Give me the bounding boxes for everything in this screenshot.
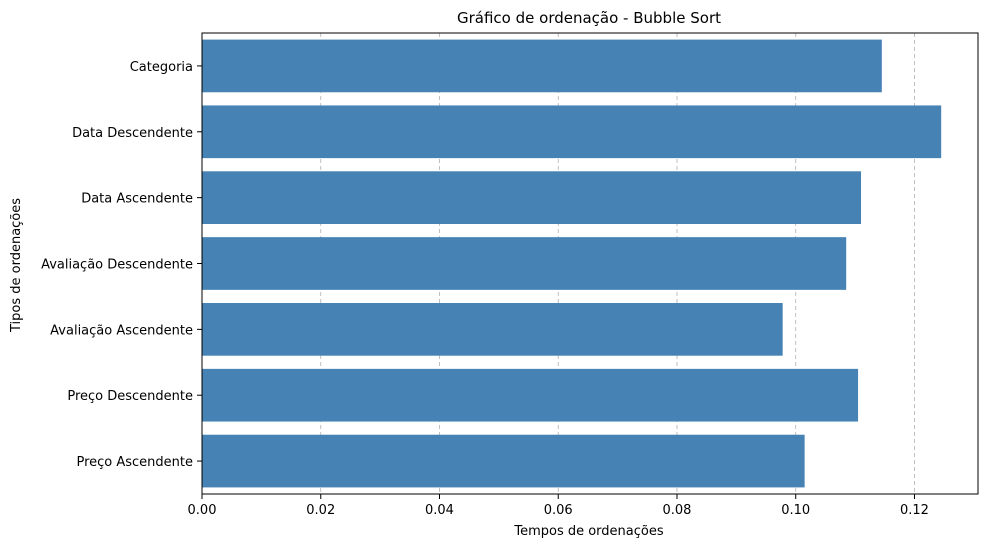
y-tick-label: Preço Ascendente	[76, 455, 193, 470]
bar	[202, 434, 805, 488]
y-tick-label: Data Descendente	[72, 126, 193, 141]
x-tick-label: 0.00	[188, 503, 217, 518]
x-tick-label: 0.12	[900, 503, 929, 518]
y-tick-label: Categoria	[130, 60, 193, 75]
bars	[202, 39, 942, 488]
x-tick-label: 0.10	[781, 503, 810, 518]
bar	[202, 237, 847, 290]
y-tick-label: Data Ascendente	[81, 192, 193, 207]
bar	[202, 303, 783, 356]
x-tick-label: 0.02	[306, 503, 335, 518]
y-axis-label: Tipos de ordenações	[9, 198, 24, 333]
x-tick-label: 0.06	[544, 503, 573, 518]
y-tick-label: Avaliação Ascendente	[50, 323, 193, 338]
x-tick-label: 0.08	[663, 503, 692, 518]
x-axis-label: Tempos de ordenações	[513, 524, 664, 539]
y-tick-label: Preço Descendente	[67, 389, 193, 404]
bar	[202, 105, 942, 159]
x-axis-ticks: 0.00 0.02 0.04 0.06 0.08 0.10 0.12	[188, 494, 929, 518]
bar	[202, 39, 882, 93]
x-tick-label: 0.04	[425, 503, 454, 518]
bar	[202, 171, 862, 224]
bar	[202, 368, 859, 422]
chart-title: Gráfico de ordenação - Bubble Sort	[457, 9, 721, 27]
y-tick-label: Avaliação Descendente	[41, 258, 193, 273]
y-axis-ticks: Categoria Data Descendente Data Ascendente…	[41, 60, 202, 470]
